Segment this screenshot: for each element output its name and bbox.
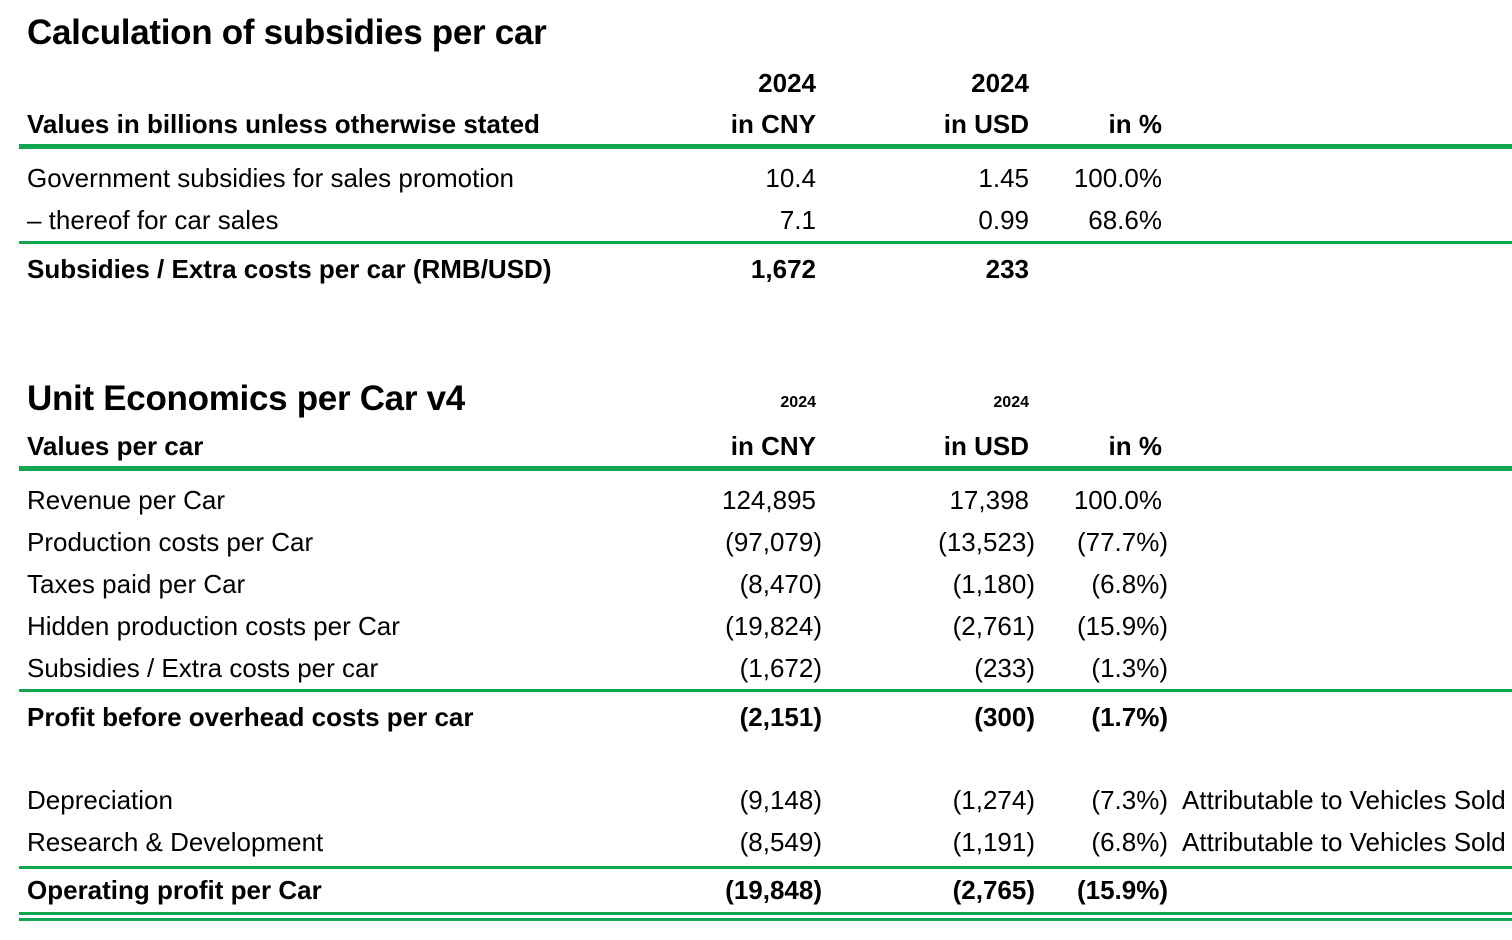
row-label: Taxes paid per Car (27, 568, 246, 599)
table2-column-header-row: Values per car in CNY in USD in % (0, 426, 1512, 466)
pct-value: 100.0% (1073, 484, 1162, 515)
usd-value: 233 (985, 253, 1029, 284)
usd-value: (1,180) (952, 568, 1035, 599)
table1-title: Calculation of subsidies per car (27, 13, 547, 52)
table2-body: Revenue per Car 124,895 17,398 100.0% Pr… (0, 479, 1512, 689)
pct-value: (1.7%) (1091, 701, 1168, 732)
cny-value: (97,079) (725, 526, 822, 557)
row-label: Government subsidies for sales promotion (27, 162, 515, 193)
cny-value: 10.4 (765, 162, 816, 193)
usd-value: 1.45 (978, 162, 1029, 193)
pct-value: (1.3%) (1091, 652, 1168, 683)
pct-value: (15.9%) (1076, 610, 1168, 641)
cny-value: (8,470) (739, 568, 822, 599)
pct-value: (6.8%) (1091, 826, 1168, 857)
row-label: Revenue per Car (27, 484, 225, 515)
table-row: Depreciation (9,148) (1,274) (7.3%) Attr… (0, 779, 1512, 821)
cny-value: (2,151) (739, 701, 822, 732)
table2-overhead-rows: Depreciation (9,148) (1,274) (7.3%) Attr… (0, 779, 1512, 863)
table2-year-usd-header: 2024 (993, 394, 1029, 411)
pct-value: (7.3%) (1091, 784, 1168, 815)
usd-value: (1,274) (952, 784, 1035, 815)
divider-green-thin (19, 241, 1512, 244)
pct-value: (6.8%) (1091, 568, 1168, 599)
table2-subtotal-row: Profit before overhead costs per car (2,… (0, 696, 1512, 738)
table1-year-cny-header: 2024 (758, 67, 816, 98)
row-label: Research & Development (27, 826, 324, 857)
table2-title: Unit Economics per Car v4 (27, 379, 465, 418)
table1-body: Government subsidies for sales promotion… (0, 157, 1512, 241)
cny-value: (8,549) (739, 826, 822, 857)
usd-value: (2,761) (952, 610, 1035, 641)
table-row: Revenue per Car 124,895 17,398 100.0% (0, 479, 1512, 521)
usd-value: 0.99 (978, 204, 1029, 235)
cny-value: 1,672 (750, 253, 816, 284)
divider-green-thick (19, 466, 1512, 471)
table1-cny-header: in CNY (730, 108, 816, 139)
table2-cny-header: in CNY (730, 430, 816, 461)
pct-value: (77.7%) (1076, 526, 1168, 557)
table1-year-usd-header: 2024 (971, 67, 1029, 98)
unit-economics-table-section: Unit Economics per Car v4 2024 2024 Valu… (0, 370, 1512, 921)
divider-green-thin (19, 866, 1512, 869)
usd-value: (1,191) (952, 826, 1035, 857)
row-label: Profit before overhead costs per car (27, 701, 474, 732)
table1-pct-header: in % (1108, 108, 1162, 139)
cny-value: 124,895 (722, 484, 816, 515)
row-label: Subsidies / Extra costs per car (27, 652, 379, 683)
table2-total-row: Operating profit per Car (19,848) (2,765… (0, 869, 1512, 911)
table1-row-header: Values in billions unless otherwise stat… (27, 108, 540, 139)
table-row: Subsidies / Extra costs per car (1,672) … (0, 647, 1512, 689)
table-row: Hidden production costs per Car (19,824)… (0, 605, 1512, 647)
divider-green-double-top (19, 912, 1512, 915)
table-row: Research & Development (8,549) (1,191) (… (0, 821, 1512, 863)
table-row: Production costs per Car (97,079) (13,52… (0, 521, 1512, 563)
table1-total-row: Subsidies / Extra costs per car (RMB/USD… (0, 248, 1512, 290)
table2-pct-header: in % (1108, 430, 1162, 461)
cny-value: (1,672) (739, 652, 822, 683)
usd-value: (233) (974, 652, 1035, 683)
subsidies-table-section: Calculation of subsidies per car 2024 20… (0, 0, 1512, 290)
cny-value: 7.1 (779, 204, 816, 235)
divider-green-thick (19, 144, 1512, 149)
row-label: Depreciation (27, 784, 173, 815)
table-row: Taxes paid per Car (8,470) (1,180) (6.8%… (0, 563, 1512, 605)
table2-title-row: Unit Economics per Car v4 2024 2024 (0, 370, 1512, 418)
usd-value: (300) (974, 701, 1035, 732)
cny-value: (19,824) (725, 610, 822, 641)
row-note: Attributable to Vehicles Sold (1182, 826, 1506, 857)
row-label: Operating profit per Car (27, 874, 322, 905)
pct-value: 68.6% (1088, 204, 1162, 235)
table2-usd-header: in USD (943, 430, 1029, 461)
row-label: Production costs per Car (27, 526, 314, 557)
row-label: Hidden production costs per Car (27, 610, 400, 641)
table1-usd-header: in USD (943, 108, 1029, 139)
table2-year-cny-header: 2024 (780, 394, 816, 411)
pct-value: 100.0% (1073, 162, 1162, 193)
table-row: Government subsidies for sales promotion… (0, 157, 1512, 199)
divider-green-double-bottom (19, 918, 1512, 921)
table2-row-header: Values per car (27, 430, 204, 461)
row-label: Subsidies / Extra costs per car (RMB/USD… (27, 253, 552, 284)
usd-value: (2,765) (952, 874, 1035, 905)
table1-column-header-row: Values in billions unless otherwise stat… (0, 104, 1512, 144)
table-row: – thereof for car sales 7.1 0.99 68.6% (0, 199, 1512, 241)
usd-value: (13,523) (938, 526, 1035, 557)
pct-value: (15.9%) (1076, 874, 1168, 905)
divider-green-thin (19, 689, 1512, 692)
row-note: Attributable to Vehicles Sold (1182, 784, 1506, 815)
row-label: – thereof for car sales (27, 204, 279, 235)
usd-value: 17,398 (949, 484, 1029, 515)
table1-year-header-row: 2024 2024 (0, 62, 1512, 104)
cny-value: (9,148) (739, 784, 822, 815)
cny-value: (19,848) (725, 874, 822, 905)
